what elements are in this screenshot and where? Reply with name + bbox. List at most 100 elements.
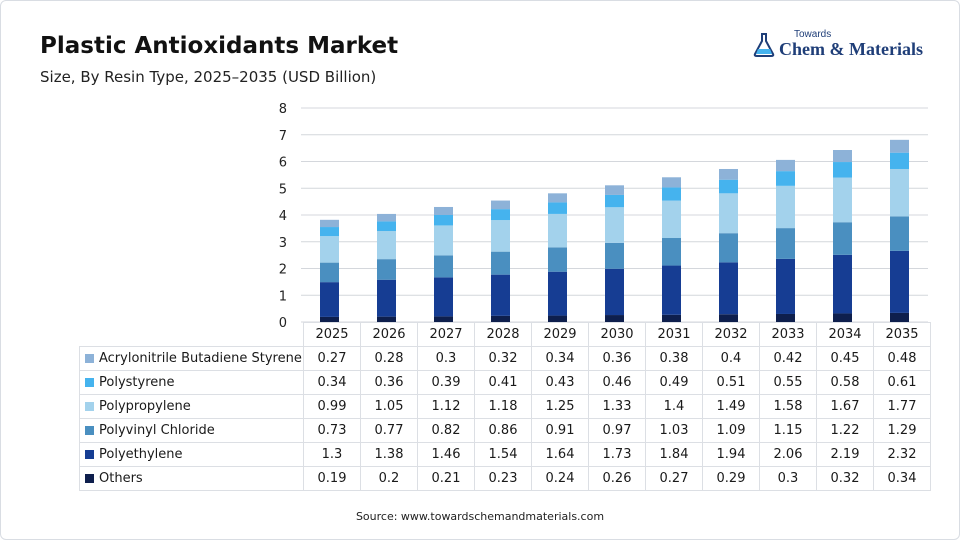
- table-column-header: 2034: [816, 322, 874, 347]
- bar-segment: [776, 228, 795, 259]
- bar-segment: [833, 149, 852, 163]
- table-cell: 1.49: [702, 394, 760, 419]
- table-cell: 0.43: [531, 370, 589, 395]
- table-column-header: 2029: [531, 322, 589, 347]
- table-cell: 0.32: [816, 466, 874, 491]
- bar-segment: [377, 259, 396, 280]
- y-axis-ticks: 0 1 2 3 4 5 6 7 8: [279, 102, 287, 331]
- table-cell: 0.82: [417, 418, 475, 443]
- bar-segment: [662, 200, 681, 239]
- table-cell: 1.05: [360, 394, 418, 419]
- data-table: 2025 2026 2027 2028 2029 2030 2031 2032 2033 2034…: [79, 322, 931, 491]
- bar-segment: [833, 162, 852, 178]
- bar-segment: [434, 255, 453, 278]
- table-cell: 1.15: [759, 418, 817, 443]
- table-column-header: 2033: [759, 322, 817, 347]
- table-cell: 2.19: [816, 442, 874, 467]
- table-row: Acrylonitrile Butadiene Styrene 0.27 0.28 0…: [79, 346, 931, 371]
- bar-segment: [719, 179, 738, 194]
- y-tick-label: 0: [279, 316, 287, 331]
- table-cell: 1.84: [645, 442, 703, 467]
- table-cell: 0.34: [303, 370, 361, 395]
- table-corner: [80, 323, 304, 347]
- table-cell: 0.91: [531, 418, 589, 443]
- table-cell: 0.51: [702, 370, 760, 395]
- table-cell: 1.46: [417, 442, 475, 467]
- table-cell: 1.03: [645, 418, 703, 443]
- bar-segment: [890, 312, 909, 322]
- table-cell: 0.23: [474, 466, 532, 491]
- table-cell: 2.06: [759, 442, 817, 467]
- bar-segment: [719, 193, 738, 234]
- table-row: Others 0.19 0.2 0.21 0.23 0.24 0.26 0.27 0.29 0.3…: [79, 466, 931, 491]
- bar-segment: [776, 185, 795, 229]
- chart-title: Plastic Antioxidants Market: [40, 33, 399, 59]
- table-cell: 1.18: [474, 394, 532, 419]
- bar-segment: [320, 236, 339, 263]
- bar-segment: [320, 227, 339, 237]
- series-label: Polystyrene: [99, 375, 175, 390]
- bar-segment: [719, 168, 738, 180]
- bar-segment: [377, 231, 396, 260]
- table-cell: 0.55: [759, 370, 817, 395]
- y-tick-label: 5: [279, 182, 287, 197]
- table-cell: 0.28: [360, 346, 418, 371]
- table-cell: 1.38: [360, 442, 418, 467]
- bar-segment: [320, 262, 339, 283]
- bar-segment: [491, 274, 510, 316]
- table-column-header: 2032: [702, 322, 760, 347]
- brand-logo: Towards Chem & Materials: [752, 28, 942, 64]
- legend-entry: Polypropylene: [79, 394, 304, 419]
- bar-segment: [890, 250, 909, 313]
- bar-segment: [662, 238, 681, 266]
- bar-segment: [548, 213, 567, 248]
- table-cell: 1.3: [303, 442, 361, 467]
- table-cell: 0.26: [588, 466, 646, 491]
- table-cell: 0.39: [417, 370, 475, 395]
- bar-segment: [434, 206, 453, 215]
- table-cell: 0.36: [360, 370, 418, 395]
- bar-segment: [833, 313, 852, 322]
- bar-segment: [491, 251, 510, 275]
- table-column-header: 2025: [303, 322, 361, 347]
- bars: [320, 139, 909, 322]
- bar-segment: [776, 258, 795, 314]
- bar-segment: [491, 315, 510, 322]
- logo-top-text: Towards: [794, 29, 832, 40]
- bar-segment: [719, 262, 738, 315]
- table-cell: 1.73: [588, 442, 646, 467]
- table-cell: 0.36: [588, 346, 646, 371]
- table-column-header: 2028: [474, 322, 532, 347]
- table-cell: 0.41: [474, 370, 532, 395]
- table-column-header: 2031: [645, 322, 703, 347]
- table-cell: 1.22: [816, 418, 874, 443]
- table-cell: 0.29: [702, 466, 760, 491]
- table-cell: 0.49: [645, 370, 703, 395]
- table-cell: 0.3: [759, 466, 817, 491]
- legend-entry: Polyethylene: [79, 442, 304, 467]
- table-cell: 1.12: [417, 394, 475, 419]
- bar-segment: [377, 213, 396, 222]
- bar-segment: [434, 316, 453, 322]
- table-cell: 0.21: [417, 466, 475, 491]
- bar-segment: [320, 282, 339, 317]
- table-row: Polystyrene 0.34 0.36 0.39 0.41 0.43 0.46 0.49 0…: [79, 370, 931, 395]
- table-cell: 0.32: [474, 346, 532, 371]
- table-cell: 1.33: [588, 394, 646, 419]
- bar-segment: [491, 209, 510, 221]
- bar-segment: [605, 268, 624, 316]
- bar-segment: [605, 185, 624, 195]
- bar-segment: [377, 316, 396, 322]
- table-cell: 0.46: [588, 370, 646, 395]
- table-cell: 0.38: [645, 346, 703, 371]
- table-cell: 1.09: [702, 418, 760, 443]
- legend-swatch: [85, 426, 94, 435]
- table-row: Polypropylene 0.99 1.05 1.12 1.18 1.25 1.33 1.4…: [79, 394, 931, 419]
- y-tick-label: 4: [279, 209, 287, 224]
- bar-segment: [890, 216, 909, 251]
- bar-segment: [491, 200, 510, 210]
- bar-segment: [890, 152, 909, 169]
- table-cell: 0.99: [303, 394, 361, 419]
- table-cell: 1.77: [873, 394, 931, 419]
- y-tick-label: 1: [279, 289, 287, 304]
